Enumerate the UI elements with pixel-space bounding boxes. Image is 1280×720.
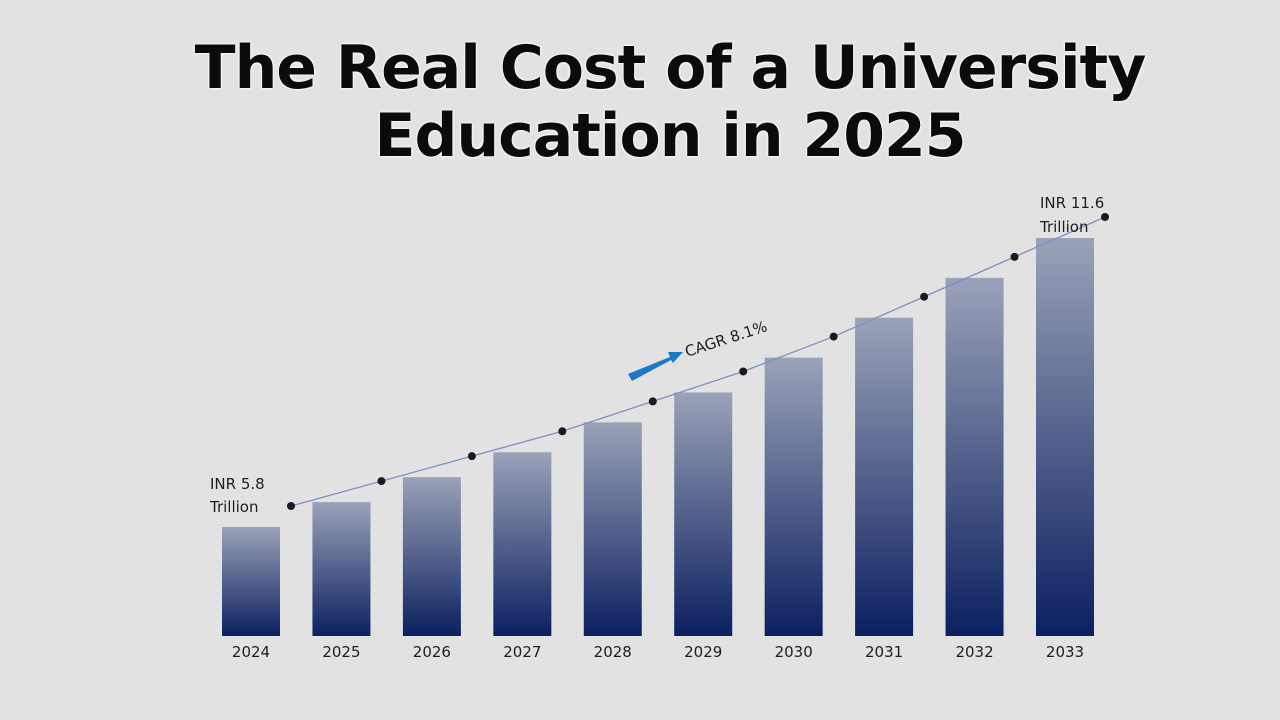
trend-point-2028	[648, 397, 657, 406]
end-annotation-line-1: INR 11.6	[1040, 194, 1104, 212]
cagr-annotation: CAGR 8.1%	[628, 317, 769, 381]
cagr-arrow-icon	[628, 352, 683, 381]
start-annotation-line-2: Trillion	[209, 498, 258, 516]
bar-2030	[764, 357, 823, 636]
title-line-1: The Real Cost of a University	[194, 33, 1147, 103]
trend-point-2024	[287, 502, 295, 510]
x-tick-2026: 2026	[413, 643, 451, 661]
x-tick-2029: 2029	[684, 643, 722, 661]
bar-2024	[222, 527, 280, 636]
bars-group	[222, 238, 1094, 636]
x-tick-2031: 2031	[865, 643, 903, 661]
trend-point-2027	[558, 427, 567, 436]
trend-point-2030	[829, 332, 838, 341]
trend-points	[287, 213, 1109, 510]
x-tick-2032: 2032	[955, 643, 993, 661]
x-tick-2028: 2028	[594, 643, 632, 661]
x-tick-2027: 2027	[503, 643, 541, 661]
bar-2027	[493, 452, 552, 636]
trend-point-2026	[467, 452, 476, 461]
title-line-2: Education in 2025	[374, 101, 967, 171]
trend-point-2032	[1010, 252, 1019, 261]
bar-2028	[583, 422, 642, 636]
bar-2025	[312, 502, 371, 636]
x-tick-2030: 2030	[775, 643, 813, 661]
chart-title: The Real Cost of a University Education …	[0, 34, 1280, 170]
bar-2032	[945, 277, 1004, 636]
trend-point-2029	[739, 367, 748, 376]
bar-2026	[402, 477, 461, 636]
bar-2031	[855, 317, 914, 636]
trend-point-2031	[920, 292, 929, 301]
x-tick-2025: 2025	[322, 643, 360, 661]
end-annotation-line-2: Trillion	[1039, 218, 1088, 236]
trend-point-2033	[1101, 213, 1109, 221]
x-tick-labels: 2024 2025 2026 2027 2028 2029 2030 2031 2032 2033	[232, 643, 1084, 661]
bar-2029	[674, 392, 733, 636]
x-tick-2024: 2024	[232, 643, 270, 661]
cagr-label: CAGR 8.1%	[683, 317, 770, 361]
trend-point-2025	[377, 477, 386, 486]
trend-line	[290, 216, 1106, 507]
bar-2033	[1036, 238, 1094, 636]
start-annotation-line-1: INR 5.8	[210, 475, 265, 493]
x-tick-2033: 2033	[1046, 643, 1084, 661]
